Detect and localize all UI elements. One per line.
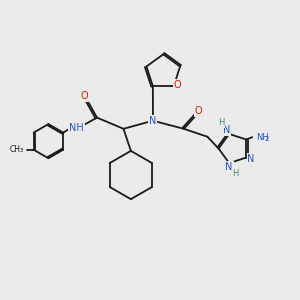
- Text: CH₃: CH₃: [9, 145, 23, 154]
- Text: O: O: [80, 91, 88, 101]
- Text: N: N: [223, 125, 230, 135]
- Text: H: H: [232, 169, 239, 178]
- Text: N: N: [247, 154, 255, 164]
- Text: N: N: [149, 116, 157, 126]
- Text: NH: NH: [69, 123, 84, 133]
- Text: N: N: [226, 162, 233, 172]
- Text: NH: NH: [256, 133, 268, 142]
- Text: O: O: [195, 106, 203, 116]
- Text: 2: 2: [265, 136, 269, 142]
- Text: H: H: [218, 118, 224, 127]
- Text: O: O: [174, 80, 181, 90]
